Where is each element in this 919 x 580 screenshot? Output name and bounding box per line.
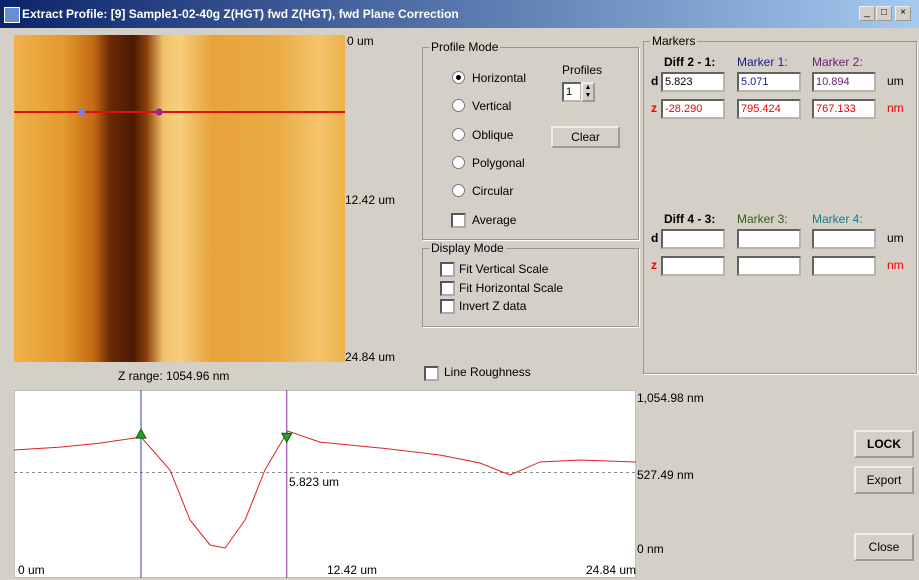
window-icon (4, 7, 20, 23)
row-label: d (651, 74, 658, 88)
display-checkbox[interactable] (440, 281, 455, 296)
maximize-button[interactable]: □ (876, 6, 892, 21)
mode-label: Polygonal (472, 156, 525, 170)
marker-header: Diff 2 - 1: (664, 55, 715, 69)
marker-header: Diff 4 - 3: (664, 212, 715, 226)
row-label: z (651, 101, 657, 115)
marker-input[interactable]: 10.894 (812, 72, 876, 92)
marker-input[interactable] (812, 256, 876, 276)
unit-label: um (887, 231, 904, 245)
row-label: d (651, 231, 658, 245)
unit-label: nm (887, 258, 904, 272)
marker-header: Marker 3: (737, 212, 788, 226)
mode-radio[interactable] (452, 156, 465, 169)
marker-input[interactable] (737, 229, 801, 249)
marker-input[interactable] (737, 256, 801, 276)
y-axis-label: 1,054.98 nm (637, 391, 704, 405)
marker-input[interactable]: 767.133 (812, 99, 876, 119)
image-marker-dot[interactable] (156, 109, 163, 116)
action-button[interactable]: Export (854, 466, 914, 494)
marker-input[interactable]: 795.424 (737, 99, 801, 119)
group-title: Display Mode (429, 241, 506, 255)
marker-header: Marker 1: (737, 55, 788, 69)
display-label: Invert Z data (459, 299, 526, 313)
image-surface (14, 35, 345, 362)
line-roughness-checkbox[interactable] (424, 366, 439, 381)
marker-input[interactable] (661, 256, 725, 276)
action-button[interactable]: Close (854, 533, 914, 561)
unit-label: nm (887, 101, 904, 115)
window-title: Extract Profile: [9] Sample1-02-40g Z(HG… (22, 7, 459, 21)
mode-label: Horizontal (472, 71, 526, 85)
average-checkbox[interactable] (451, 213, 466, 228)
mode-radio[interactable] (452, 128, 465, 141)
window: Extract Profile: [9] Sample1-02-40g Z(HG… (0, 0, 919, 580)
average-label: Average (472, 213, 516, 227)
minimize-button[interactable]: _ (859, 6, 875, 21)
profiles-label: Profiles (562, 63, 602, 77)
afm-image (14, 35, 345, 362)
close-window-button[interactable]: × (895, 6, 911, 21)
group-title: Markers (650, 34, 697, 48)
marker-header: Marker 4: (812, 212, 863, 226)
marker-input[interactable]: 5.071 (737, 72, 801, 92)
unit-label: um (887, 74, 904, 88)
page: {"window":{"title":"Extract Profile: [9]… (0, 0, 919, 580)
marker-input[interactable]: 5.823 (661, 72, 725, 92)
clear-button[interactable]: Clear (551, 126, 620, 148)
marker-input[interactable] (661, 229, 725, 249)
marker-header: Marker 2: (812, 55, 863, 69)
row-label: z (651, 258, 657, 272)
profiles-spinner[interactable]: ▲▼ (581, 82, 595, 102)
y-axis-label: 527.49 nm (637, 468, 694, 482)
x-axis-label: 12.42 um (327, 563, 377, 577)
mode-label: Circular (472, 184, 513, 198)
profiles-input[interactable]: 1 (562, 82, 582, 102)
display-label: Fit Horizontal Scale (459, 281, 563, 295)
line-roughness-label: Line Roughness (444, 365, 531, 379)
action-button[interactable]: LOCK (854, 430, 914, 458)
image-bottom-label: 24.84 um (345, 350, 395, 364)
marker-input[interactable]: -28.290 (661, 99, 725, 119)
y-axis-label: 0 nm (637, 542, 664, 556)
z-range-label: Z range: 1054.96 nm (118, 369, 229, 383)
group-title: Profile Mode (429, 40, 500, 54)
x-axis-label: 0 um (18, 563, 45, 577)
mode-radio[interactable] (452, 71, 465, 84)
display-checkbox[interactable] (440, 299, 455, 314)
x-axis-label: 24.84 um (586, 563, 636, 577)
display-label: Fit Vertical Scale (459, 262, 548, 276)
image-mid-label: 12.42 um (345, 193, 395, 207)
diff-label: 5.823 um (289, 475, 339, 489)
image-marker-dot[interactable] (78, 109, 85, 116)
marker-input[interactable] (812, 229, 876, 249)
display-checkbox[interactable] (440, 262, 455, 277)
mode-label: Vertical (472, 99, 511, 113)
mode-label: Oblique (472, 128, 513, 142)
image-top-label: 0 um (347, 34, 374, 48)
